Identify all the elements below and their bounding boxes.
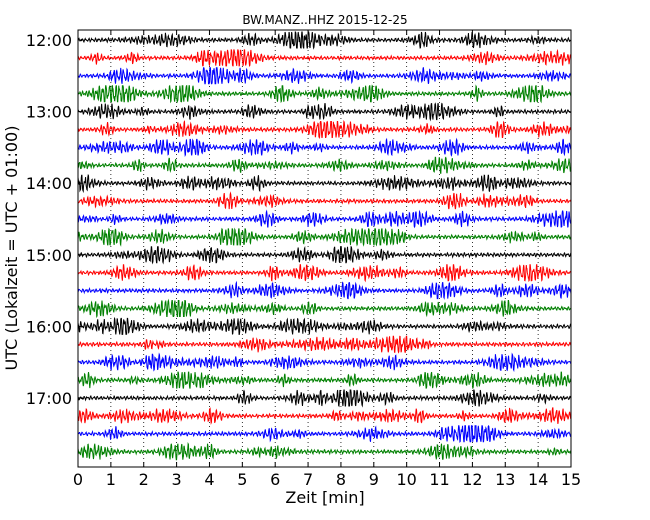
trace-1445: [77, 227, 572, 247]
x-tick-label: 4: [204, 470, 214, 489]
trace-1345: [77, 156, 572, 174]
y-axis-ticks: 12:00 13:00 14:00 15:00 16:00 17:00: [26, 31, 83, 408]
x-tick-label: 2: [139, 470, 149, 489]
x-tick-label: 9: [369, 470, 379, 489]
y-axis-label: UTC (Lokalzeit = UTC + 01:00): [2, 126, 21, 371]
y-tick-label: 17:00: [26, 389, 72, 408]
plot-frame: [77, 29, 572, 468]
x-axis-label: Zeit [min]: [285, 488, 364, 507]
trace-1245: [77, 84, 572, 104]
x-tick-label: 6: [270, 470, 280, 489]
trace-1645: [77, 371, 572, 389]
x-tick-label: 0: [73, 470, 83, 489]
y-tick-label: 12:00: [26, 31, 72, 50]
x-tick-label: 5: [237, 470, 247, 489]
x-tick-label: 15: [561, 470, 581, 489]
trace-1430: [77, 209, 572, 229]
trace-1730: [77, 424, 572, 444]
x-tick-label: 13: [495, 470, 515, 489]
trace-1545: [77, 298, 572, 319]
y-tick-label: 14:00: [26, 174, 72, 193]
trace-1630: [77, 352, 572, 373]
x-tick-label: 12: [462, 470, 482, 489]
trace-1200: [77, 31, 572, 50]
trace-1415: [77, 191, 572, 210]
x-tick-label: 14: [528, 470, 548, 489]
y-tick-label: 13:00: [26, 103, 72, 122]
trace-1330: [77, 137, 572, 158]
trace-1500: [77, 245, 572, 265]
trace-1215: [77, 48, 572, 67]
trace-1400: [77, 173, 572, 194]
trace-1700: [77, 389, 572, 408]
trace-group: [77, 31, 572, 461]
x-tick-label: 3: [172, 470, 182, 489]
trace-1300: [77, 102, 572, 122]
x-tick-label: 10: [396, 470, 416, 489]
trace-1530: [77, 280, 572, 300]
trace-1745: [77, 441, 572, 461]
trace-1315: [77, 119, 572, 140]
x-axis-ticks: 0 1 2 3 4 5 6 7 8 9 10 11 12 13 14 15: [73, 30, 581, 489]
trace-1715: [77, 407, 572, 425]
x-tick-label: 7: [303, 470, 313, 489]
x-tick-label: 8: [336, 470, 346, 489]
y-tick-label: 15:00: [26, 246, 72, 265]
trace-1515: [77, 264, 572, 283]
x-tick-label: 1: [106, 470, 116, 489]
trace-1615: [77, 335, 572, 354]
trace-1600: [77, 316, 572, 335]
x-tick-label: 11: [429, 470, 449, 489]
y-tick-label: 16:00: [26, 317, 72, 336]
chart-title: BW.MANZ..HHZ 2015-12-25: [242, 13, 407, 27]
trace-1230: [77, 67, 572, 85]
